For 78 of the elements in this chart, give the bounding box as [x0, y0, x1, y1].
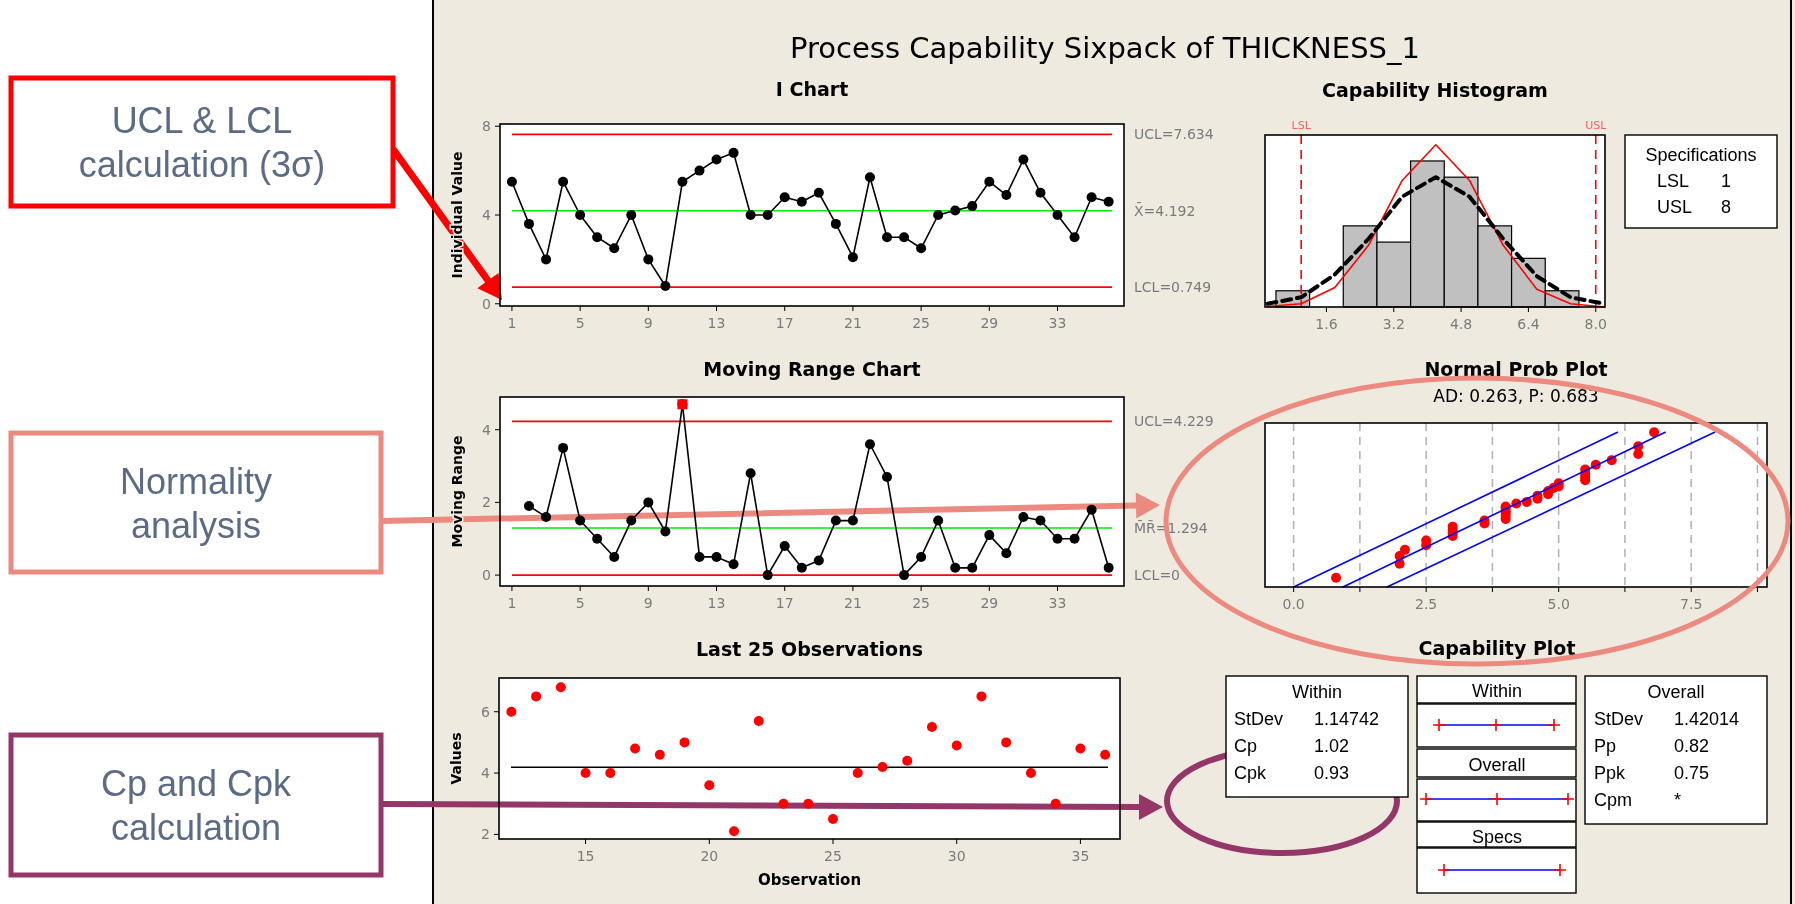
text: StDev 1.42014	[1594, 709, 1740, 729]
x-tick-label: 4.8	[1449, 316, 1473, 332]
ref-line-label: UCL=7.634	[1134, 126, 1214, 143]
x-tick-label: 1.6	[1315, 316, 1338, 332]
x-tick-label: 5	[575, 595, 585, 611]
x-tick-label: 13	[707, 595, 726, 611]
text: Overall	[1468, 755, 1526, 775]
y-tick-label: 2	[481, 826, 490, 843]
text: Process Capability Sixpack of THICKNESS_1	[790, 31, 1420, 65]
x-tick-label: 5.0	[1547, 596, 1570, 612]
chart-title: Capability Histogram	[1322, 79, 1548, 101]
x-tick-label: 1	[507, 595, 517, 611]
x-tick-label: 29	[980, 315, 999, 331]
x-tick-label: 17	[775, 595, 794, 611]
ref-line-label: UCL=4.229	[1134, 413, 1214, 430]
text: Capability Plot	[1418, 637, 1576, 659]
text: Specifications	[1645, 145, 1757, 165]
x-tick-label: 35	[1071, 848, 1090, 864]
y-tick-label: 0	[482, 567, 491, 584]
x-tick-label: 33	[1048, 595, 1067, 611]
x-tick-label: 20	[700, 848, 719, 864]
x-tick-label: 9	[643, 595, 653, 611]
y-axis-title: Moving Range	[449, 435, 465, 548]
text: Within	[1471, 681, 1523, 701]
x-tick-label: 29	[980, 595, 999, 611]
y-tick-label: 4	[482, 207, 492, 223]
text: Overall	[1647, 682, 1705, 702]
y-axis-title: Values	[448, 732, 464, 785]
x-tick-label: 2.5	[1415, 596, 1438, 612]
x-tick-label: 25	[824, 848, 842, 864]
text: USL 8	[1657, 197, 1732, 217]
text: LSL 1	[1657, 171, 1732, 191]
ref-line-label: USL	[1585, 119, 1608, 132]
chart-title: Moving Range Chart	[703, 358, 921, 380]
y-tick-label: 8	[482, 118, 491, 135]
x-tick-label: 25	[912, 315, 931, 331]
x-tick-label: 9	[643, 315, 653, 331]
chart-subtitle: AD: 0.263, P: 0.683	[1433, 386, 1599, 406]
ref-line-label: X̄=4.192	[1134, 202, 1196, 219]
x-tick-label: 6.4	[1517, 316, 1540, 332]
x-tick-label: 17	[775, 315, 794, 331]
text: Cp and Cpk calculation	[100, 763, 293, 848]
x-tick-label: 33	[1048, 315, 1067, 331]
chart-title: Normal Prob Plot	[1424, 358, 1608, 380]
x-tick-label: 15	[576, 848, 595, 864]
text: Cpk 0.93	[1234, 763, 1350, 783]
y-axis-title: Individual Value	[449, 151, 465, 279]
x-tick-label: 21	[844, 315, 862, 331]
y-tick-label: 6	[481, 703, 491, 720]
chart-title: I Chart	[775, 78, 849, 100]
chart-title: Last 25 Observations	[696, 638, 923, 660]
x-tick-label: 1	[507, 315, 517, 331]
y-tick-label: 2	[482, 494, 491, 511]
text: UCL & LCL calculation (3σ)	[78, 100, 326, 185]
ref-line-label: LCL=0.749	[1134, 279, 1212, 296]
text: StDev 1.14742	[1234, 709, 1380, 729]
x-axis-title: Observation	[757, 871, 862, 889]
x-tick-label: 7.5	[1680, 596, 1703, 612]
ref-line-label: LCL=0	[1134, 567, 1181, 584]
text: Cp 1.02	[1234, 736, 1350, 756]
y-tick-label: 4	[482, 421, 492, 438]
x-tick-label: 25	[912, 595, 931, 611]
text: Specs	[1471, 827, 1523, 847]
y-tick-label: 4	[481, 765, 491, 782]
text: Within	[1291, 682, 1343, 702]
x-tick-label: 3.2	[1382, 316, 1405, 332]
y-tick-label: 0	[482, 295, 491, 312]
x-tick-label: 0.0	[1282, 596, 1305, 612]
ref-line-label: LSL	[1291, 119, 1312, 132]
x-tick-label: 13	[707, 315, 726, 331]
x-tick-label: 30	[947, 848, 966, 864]
text: Cpm *	[1594, 790, 1682, 810]
text: Ppk 0.75	[1594, 763, 1710, 783]
text: Normality analysis	[119, 460, 273, 546]
x-tick-label: 8.0	[1584, 316, 1607, 332]
x-tick-label: 21	[844, 595, 862, 611]
text: Pp 0.82	[1594, 736, 1710, 756]
x-tick-label: 5	[575, 315, 585, 331]
